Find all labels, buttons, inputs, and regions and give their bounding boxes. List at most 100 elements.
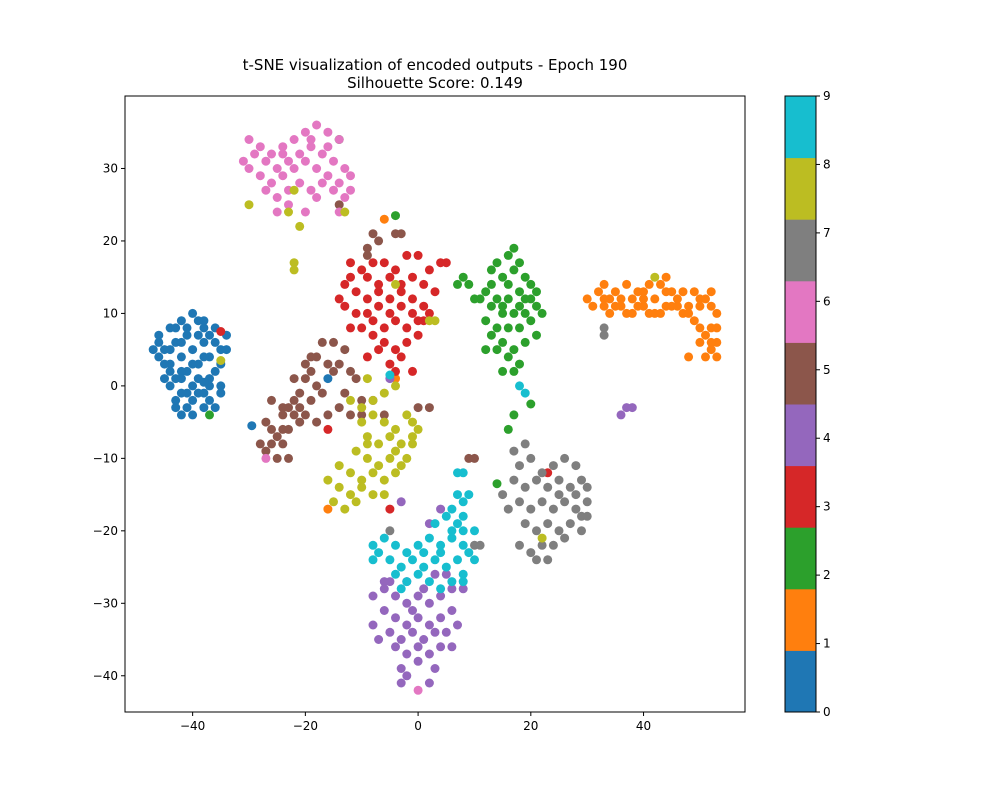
scatter-point-label-8 xyxy=(357,403,367,413)
scatter-point-label-8 xyxy=(357,417,367,427)
scatter-point-label-9 xyxy=(379,533,389,543)
scatter-point-label-6 xyxy=(261,453,271,463)
scatter-point-label-5 xyxy=(278,410,288,420)
scatter-point-label-6 xyxy=(289,135,299,144)
scatter-point-label-6 xyxy=(306,185,316,195)
scatter-point-label-8 xyxy=(379,490,389,500)
scatter-point-label-7 xyxy=(565,519,575,529)
scatter-point-label-3 xyxy=(408,366,417,376)
scatter-point-label-0 xyxy=(182,330,192,340)
scatter-point-label-5 xyxy=(413,403,423,413)
scatter-point-label-4 xyxy=(436,591,446,601)
scatter-point-label-9 xyxy=(413,540,423,550)
scatter-point-label-6 xyxy=(334,135,344,144)
scatter-point-label-6 xyxy=(329,156,338,166)
scatter-point-label-1 xyxy=(684,308,694,318)
scatter-point-label-1 xyxy=(712,352,722,362)
scatter-point-label-1 xyxy=(706,345,716,355)
y-tick-label: −20 xyxy=(93,524,118,538)
scatter-point-label-6 xyxy=(323,142,333,152)
scatter-point-label-6 xyxy=(312,164,322,173)
scatter-point-label-3 xyxy=(396,301,406,311)
scatter-point-label-4 xyxy=(430,627,440,637)
chart-title: t-SNE visualization of encoded outputs -… xyxy=(243,56,628,74)
scatter-point-label-7 xyxy=(582,497,592,507)
scatter-point-label-7 xyxy=(577,526,586,536)
x-tick-label: 20 xyxy=(523,719,538,733)
scatter-point-label-4 xyxy=(408,606,417,615)
scatter-point-label-0 xyxy=(205,395,214,405)
y-tick-label: 0 xyxy=(110,379,118,393)
scatter-point-label-2 xyxy=(205,410,214,420)
scatter-point-label-1 xyxy=(616,294,626,304)
scatter-point-label-9 xyxy=(408,555,417,565)
scatter-point-label-3 xyxy=(424,265,434,275)
scatter-point-label-5 xyxy=(289,395,299,405)
scatter-point-label-7 xyxy=(571,461,581,471)
scatter-point-label-0 xyxy=(160,359,169,369)
scatter-point-label-8 xyxy=(391,381,400,391)
scatter-point-label-0 xyxy=(199,337,209,347)
scatter-point-label-5 xyxy=(340,345,350,355)
scatter-point-label-8 xyxy=(408,432,417,442)
scatter-point-label-0 xyxy=(216,388,226,398)
scatter-point-label-1 xyxy=(639,294,648,304)
scatter-point-label-5 xyxy=(470,453,479,463)
scatter-point-label-5 xyxy=(278,439,288,449)
scatter-point-label-2 xyxy=(537,308,547,318)
scatter-point-label-6 xyxy=(323,127,333,137)
scatter-point-label-5 xyxy=(295,388,305,398)
scatter-point-label-9 xyxy=(447,526,457,536)
scatter-point-label-3 xyxy=(362,352,372,362)
scatter-point-label-4 xyxy=(402,620,412,630)
scatter-point-label-5 xyxy=(267,395,276,405)
scatter-point-label-9 xyxy=(396,584,406,594)
scatter-point-label-1 xyxy=(599,301,609,311)
scatter-point-label-4 xyxy=(385,627,395,637)
scatter-point-label-6 xyxy=(413,685,423,695)
scatter-point-label-0 xyxy=(210,403,220,413)
scatter-point-label-1 xyxy=(610,287,620,297)
scatter-point-label-4 xyxy=(391,642,400,652)
scatter-point-label-5 xyxy=(329,337,338,347)
scatter-point-label-5 xyxy=(346,410,355,420)
y-tick-label: −30 xyxy=(93,596,118,610)
colorbar-segment-2 xyxy=(785,527,816,590)
scatter-point-label-6 xyxy=(278,149,288,159)
scatter-point-label-3 xyxy=(379,258,389,268)
scatter-point-label-6 xyxy=(278,171,288,181)
scatter-point-label-1 xyxy=(599,294,609,304)
scatter-point-label-2 xyxy=(458,272,468,282)
scatter-point-label-3 xyxy=(424,308,434,318)
scatter-point-label-4 xyxy=(391,613,400,623)
scatter-point-label-1 xyxy=(712,323,722,333)
scatter-point-label-7 xyxy=(543,482,553,492)
scatter-point-label-4 xyxy=(402,649,412,659)
colorbar-segment-3 xyxy=(785,465,816,528)
scatter-point-label-2 xyxy=(492,323,502,333)
scatter-point-label-5 xyxy=(295,403,305,413)
scatter-point-label-8 xyxy=(402,453,412,463)
scatter-point-label-2 xyxy=(509,265,519,275)
scatter-point-label-5 xyxy=(362,243,372,253)
scatter-point-label-1 xyxy=(678,287,688,297)
scatter-point-label-4 xyxy=(424,598,434,608)
scatter-point-label-6 xyxy=(250,149,260,159)
scatter-point-label-2 xyxy=(492,294,502,304)
scatter-point-label-0 xyxy=(323,374,333,384)
scatter-point-label-5 xyxy=(362,250,372,260)
scatter-point-label-3 xyxy=(391,316,400,326)
scatter-point-label-8 xyxy=(424,316,434,326)
scatter-point-label-0 xyxy=(199,323,209,333)
scatter-point-label-5 xyxy=(340,388,350,398)
scatter-point-label-2 xyxy=(526,316,536,326)
scatter-point-label-6 xyxy=(284,156,293,166)
scatter-point-label-1 xyxy=(627,308,637,318)
scatter-point-label-8 xyxy=(396,439,406,449)
scatter-point-label-1 xyxy=(650,294,660,304)
scatter-point-label-0 xyxy=(182,323,192,333)
scatter-point-label-8 xyxy=(346,490,355,500)
scatter-point-label-0 xyxy=(176,352,186,362)
scatter-point-label-8 xyxy=(362,453,372,463)
scatter-point-label-3 xyxy=(340,301,350,311)
